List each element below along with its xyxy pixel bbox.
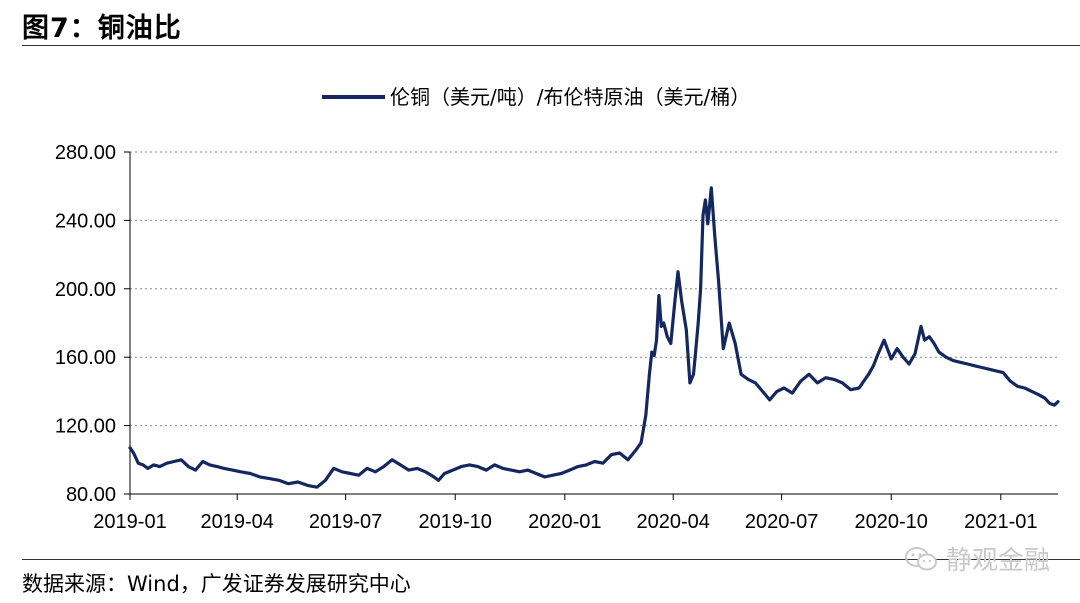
y-tick-label: 160.00 (55, 347, 116, 369)
x-tick-label: 2019-10 (419, 511, 492, 533)
x-tick-label: 2020-04 (637, 511, 710, 533)
x-tick-label: 2021-01 (964, 511, 1037, 533)
x-tick-label: 2020-07 (745, 511, 818, 533)
series-line (128, 186, 1060, 489)
x-axis: 2019-01 2019-04 2019-07 2019-10 2020-01 2020-… (93, 493, 1058, 533)
y-tick-label: 280.00 (55, 142, 116, 164)
y-tick-label: 80.00 (66, 484, 116, 506)
title-divider (22, 45, 1080, 46)
watermark: 静观金融 (904, 540, 1050, 577)
figure-title: 图7：铜油比 (22, 13, 182, 44)
y-tick-label: 240.00 (55, 210, 116, 232)
line-chart: 伦铜（美元/吨）/布伦特原油（美元/桶） 80.00 120.00 160.00 20… (55, 85, 1060, 533)
gridlines (130, 151, 1058, 427)
watermark-text: 静观金融 (945, 546, 1050, 576)
x-tick-label: 2019-04 (201, 511, 274, 533)
x-tick-label: 2020-01 (528, 511, 601, 533)
x-tick-label: 2020-10 (855, 511, 928, 533)
source-note: 数据来源：Wind，广发证券发展研究中心 (22, 572, 411, 596)
wechat-icon (904, 546, 937, 570)
series-group (128, 186, 1060, 489)
footer-divider (22, 559, 1080, 560)
x-tick-label: 2019-07 (309, 511, 382, 533)
y-axis: 80.00 120.00 160.00 200.00 240.00 280.00 (55, 142, 131, 506)
legend: 伦铜（美元/吨）/布伦特原油（美元/桶） (322, 85, 750, 109)
legend-label: 伦铜（美元/吨）/布伦特原油（美元/桶） (390, 85, 750, 109)
y-tick-label: 120.00 (55, 416, 116, 438)
y-tick-label: 200.00 (55, 279, 116, 301)
x-tick-label: 2019-01 (93, 511, 166, 533)
